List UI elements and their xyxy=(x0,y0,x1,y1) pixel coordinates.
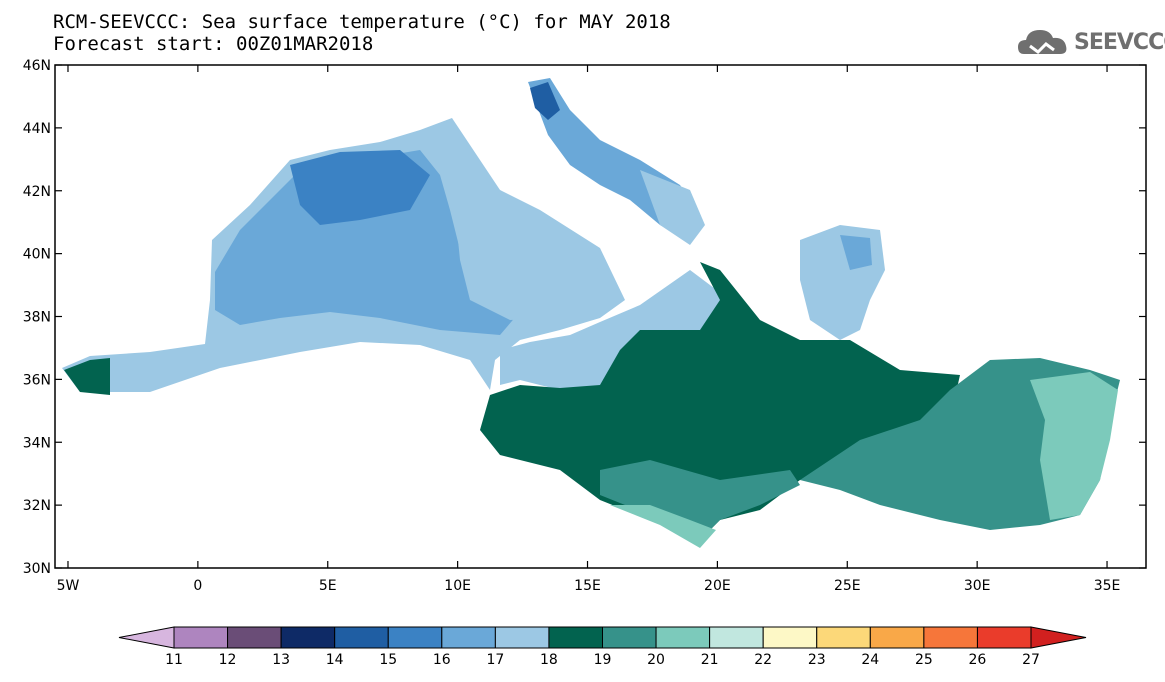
colorbar-segment xyxy=(334,626,389,649)
latitude-axis: 46N 44N 42N 40N 38N 36N 34N 32N 30N xyxy=(23,58,1146,577)
colorbar-segment xyxy=(816,626,871,649)
lon-tick-label: 15E xyxy=(574,578,601,594)
lat-tick-label: 40N xyxy=(23,247,51,263)
colorbar-label: 23 xyxy=(808,652,826,668)
lat-tick-label: 42N xyxy=(23,184,51,200)
colorbar-label: 25 xyxy=(915,652,933,668)
colorbar-label: 18 xyxy=(540,652,558,668)
logo-text: SEEVCCC xyxy=(1074,30,1165,55)
lon-tick-label: 10E xyxy=(444,578,471,594)
levantine-21 xyxy=(1030,372,1118,520)
colorbar-label: 21 xyxy=(701,652,719,668)
colorbar-label: 17 xyxy=(486,652,504,668)
colorbar-label: 11 xyxy=(165,652,183,668)
colorbar: 11 12 13 14 15 16 17 18 19 20 21 22 23 24 25 26 27 xyxy=(118,626,1087,668)
colorbar-label: 22 xyxy=(754,652,772,668)
lat-tick-label: 34N xyxy=(23,435,51,451)
lat-tick-label: 46N xyxy=(23,58,51,74)
lat-tick-label: 36N xyxy=(23,372,51,388)
forecast-start-subtitle: Forecast start: 00Z01MAR2018 xyxy=(53,33,374,55)
lon-tick-label: 5E xyxy=(319,578,337,594)
colorbar-segment xyxy=(280,626,336,649)
colorbar-label: 16 xyxy=(433,652,451,668)
aegean-north-cold xyxy=(840,235,872,270)
colorbar-label: 12 xyxy=(219,652,237,668)
map-title: RCM-SEEVCCC: Sea surface temperature (°C… xyxy=(53,11,671,33)
colorbar-segment xyxy=(762,626,818,649)
lat-tick-label: 38N xyxy=(23,310,51,326)
longitude-axis: 5W 0 5E 10E 15E 20E 25E 30E 35E xyxy=(57,65,1121,594)
colorbar-label: 24 xyxy=(861,652,879,668)
colorbar-segment xyxy=(923,626,978,649)
gulf-of-lion-cold xyxy=(290,150,430,225)
colorbar-label: 14 xyxy=(326,652,344,668)
lat-tick-label: 30N xyxy=(23,561,51,577)
colorbar-segment xyxy=(173,626,229,649)
lat-tick-label: 44N xyxy=(23,121,51,137)
colorbar-segment xyxy=(387,626,443,649)
colorbar-segment xyxy=(227,626,282,649)
colorbar-under-arrow xyxy=(118,626,175,649)
colorbar-label: 20 xyxy=(647,652,665,668)
lon-tick-label: 20E xyxy=(704,578,731,594)
colorbar-segment xyxy=(655,626,711,649)
colorbar-label: 27 xyxy=(1022,652,1040,668)
cloud-icon xyxy=(1018,30,1067,54)
tyrrhenian-sea xyxy=(455,150,610,320)
lon-tick-label: 30E xyxy=(964,578,991,594)
adriatic-south xyxy=(640,170,705,245)
colorbar-over-arrow xyxy=(1030,626,1087,649)
southern-coast-21 xyxy=(610,505,716,548)
colorbar-label: 19 xyxy=(594,652,612,668)
lon-tick-label: 25E xyxy=(834,578,861,594)
colorbar-label: 13 xyxy=(272,652,290,668)
colorbar-label: 15 xyxy=(379,652,397,668)
colorbar-segment xyxy=(709,626,764,649)
southern-coast-20 xyxy=(600,460,800,540)
sea-fields xyxy=(62,78,1120,548)
seevccc-logo: SEEVCCC xyxy=(1016,22,1165,62)
lat-tick-label: 32N xyxy=(23,498,51,514)
colorbar-segment xyxy=(548,626,603,649)
colorbar-segment xyxy=(869,626,925,649)
western-med-core xyxy=(215,150,530,335)
colorbar-segment xyxy=(602,626,657,649)
colorbar-segment xyxy=(494,626,550,649)
lon-tick-label: 35E xyxy=(1094,578,1121,594)
lon-tick-label: 0 xyxy=(193,578,202,594)
colorbar-label: 26 xyxy=(969,652,987,668)
northern-adriatic-cold xyxy=(530,82,560,120)
colorbar-segment xyxy=(976,626,1032,649)
lon-tick-label: 5W xyxy=(57,578,80,594)
colorbar-segment xyxy=(441,626,496,649)
alboran-19 xyxy=(64,358,110,395)
